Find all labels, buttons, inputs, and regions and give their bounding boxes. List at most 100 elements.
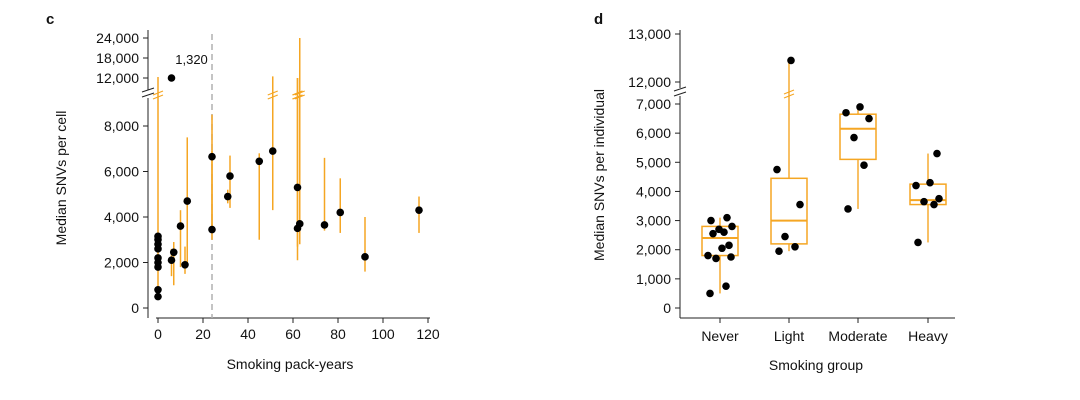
- panel-c: c 0 20 40 60 80 100 120 0 2,000 4,000 6,000 8,000 12…: [46, 11, 440, 372]
- panel-d-point: [914, 238, 922, 247]
- panel-c-point: [255, 157, 264, 166]
- panel-d-xtick-label: Heavy: [908, 328, 948, 344]
- panel-c-ytick-label: 18,000: [96, 50, 139, 66]
- panel-c-annotation: 1,320: [175, 52, 208, 67]
- panel-d-point: [707, 216, 715, 225]
- panel-d-ytick-label: 12,000: [628, 74, 671, 90]
- panel-c-point: [167, 74, 176, 82]
- panel-d-axis-break: [673, 86, 687, 97]
- panel-c-point: [208, 225, 216, 234]
- panel-d: d 0 1,000 2,000 3,000 4,000 5,000 6,000 7,000 12…: [591, 11, 955, 373]
- panel-d-point: [787, 56, 795, 65]
- panel-c-errorbar-break: [267, 90, 278, 100]
- panel-c-point: [295, 220, 304, 228]
- panel-d-whisker-break: [783, 89, 795, 99]
- panel-c-errorbar-break: [152, 90, 164, 100]
- panel-d-box: [839, 113, 877, 161]
- panel-d-ylabel: Median SNVs per individual: [591, 89, 607, 261]
- panel-c-point: [154, 286, 162, 294]
- panel-c-ytick-label: 12,000: [96, 70, 139, 86]
- panel-c-point: [336, 208, 345, 217]
- panel-c-point: [167, 256, 176, 265]
- panel-d-xlabel: Smoking group: [769, 357, 863, 373]
- panel-c-point: [415, 206, 423, 214]
- panel-c-point: [181, 260, 189, 269]
- panel-c-point: [176, 222, 185, 230]
- panel-d-point: [728, 222, 736, 231]
- panel-d-point: [706, 289, 714, 298]
- panel-d-point: [725, 241, 733, 250]
- panel-d-ytick-label: 2,000: [636, 242, 671, 258]
- panel-d-point: [850, 133, 858, 142]
- panel-d-point: [727, 253, 735, 261]
- panel-c-ylabel: Median SNVs per cell: [53, 111, 69, 246]
- panel-c-xtick-label: 40: [240, 326, 256, 342]
- panel-c-point: [169, 248, 178, 257]
- panel-c-ytick-label: 2,000: [104, 255, 139, 271]
- panel-d-point: [723, 213, 731, 222]
- panel-d-point: [844, 205, 852, 213]
- panel-c-label: c: [46, 11, 54, 28]
- panel-c-point: [320, 221, 329, 229]
- panel-d-xtick-label: Moderate: [828, 328, 887, 344]
- panel-c-errorbar-break: [294, 90, 305, 100]
- panel-c-ytick-label: 8,000: [104, 118, 139, 134]
- panel-c-axis-break: [141, 87, 155, 98]
- panel-d-point: [791, 243, 799, 251]
- panel-d-point: [781, 232, 789, 241]
- panel-c-xtick-label: 100: [371, 326, 395, 342]
- panel-c-point: [223, 192, 232, 201]
- panel-d-ytick-label: 1,000: [636, 271, 671, 287]
- panel-c-point: [208, 152, 216, 161]
- panel-d-point: [856, 103, 864, 111]
- panel-d-point: [912, 181, 920, 190]
- panel-d-ytick-label: 5,000: [636, 154, 671, 170]
- panel-c-point: [268, 147, 277, 155]
- panel-d-xtick-label: Light: [774, 328, 804, 344]
- panel-c-point: [154, 232, 162, 241]
- panel-d-point: [935, 194, 943, 203]
- panel-c-xtick-label: 80: [330, 326, 346, 342]
- panel-d-point: [796, 200, 804, 209]
- panel-d-point: [773, 165, 781, 174]
- panel-c-point: [293, 183, 302, 192]
- panel-d-point: [715, 225, 723, 234]
- panel-c-ytick-label: 6,000: [104, 164, 139, 180]
- panel-c-point: [154, 254, 162, 262]
- panel-c-errorbar-break: [292, 90, 303, 100]
- panel-d-plot: 0 1,000 2,000 3,000 4,000 5,000 6,000 7,000 12,0…: [628, 26, 955, 344]
- panel-d-point: [865, 114, 873, 123]
- panel-c-point: [183, 197, 192, 205]
- panel-d-ytick-label: 0: [663, 300, 671, 316]
- panel-d-point: [704, 251, 712, 260]
- panel-c-xtick-label: 120: [416, 326, 440, 342]
- panel-d-ytick-label: 7,000: [636, 96, 671, 112]
- panel-c-point: [361, 253, 369, 261]
- panel-d-point: [775, 247, 783, 255]
- panel-d-ytick-label: 13,000: [628, 26, 671, 42]
- panel-d-box: [770, 177, 808, 245]
- panel-d-point: [712, 254, 720, 263]
- panel-c-ytick-label: 4,000: [104, 209, 139, 225]
- panel-d-point: [930, 200, 938, 209]
- panel-d-point: [860, 161, 868, 169]
- panel-d-point: [926, 178, 934, 187]
- panel-c-xlabel: Smoking pack-years: [227, 356, 354, 372]
- panel-d-point: [709, 229, 717, 238]
- panel-c-xtick-label: 20: [195, 326, 211, 342]
- panel-c-xtick-label: 0: [154, 326, 162, 342]
- panel-c-point: [226, 172, 234, 180]
- panel-d-point: [718, 244, 726, 253]
- panel-c-ytick-label: 24,000: [96, 30, 139, 46]
- panel-d-label: d: [594, 11, 603, 28]
- panel-c-point: [154, 292, 162, 301]
- panel-c-xtick-label: 60: [285, 326, 301, 342]
- panel-d-ytick-label: 4,000: [636, 183, 671, 199]
- panel-d-xtick-label: Never: [701, 328, 739, 344]
- panel-d-point: [933, 149, 941, 158]
- panel-d-point: [842, 108, 850, 117]
- panel-d-point: [920, 197, 928, 206]
- panel-c-ytick-label: 0: [131, 300, 139, 316]
- panel-d-point: [722, 282, 730, 290]
